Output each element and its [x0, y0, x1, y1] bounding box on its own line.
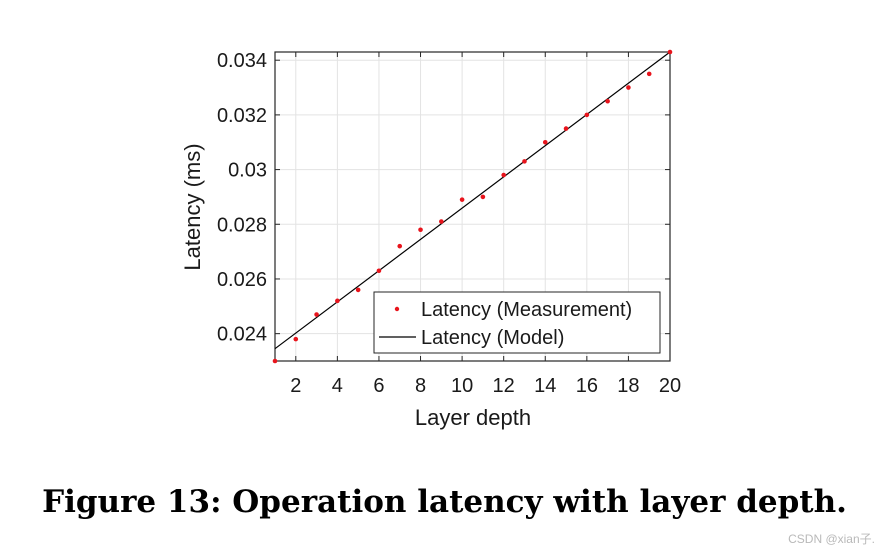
data-point [293, 336, 299, 342]
x-tick-label: 20 [659, 375, 681, 397]
data-point [522, 159, 527, 164]
data-point [272, 358, 278, 364]
data-point [542, 139, 548, 145]
x-tick-label: 2 [290, 375, 301, 397]
data-point [397, 243, 403, 249]
chart: 2 4 6 8 10 12 14 16 18 20 0.024 0.026 0.028 0.03 0.03… [180, 49, 681, 430]
y-tick-label: 0.032 [217, 105, 267, 127]
x-tick-label: 16 [576, 375, 598, 397]
data-point [314, 312, 319, 317]
x-tick-label: 10 [451, 375, 473, 397]
data-point [501, 172, 506, 178]
data-point [646, 71, 652, 77]
data-point [626, 85, 631, 90]
legend: Latency (Measurement) Latency (Model) [373, 291, 661, 354]
x-tick-label: 12 [493, 375, 515, 397]
data-point [459, 197, 465, 202]
y-tick-label: 0.024 [217, 324, 267, 346]
data-point [418, 227, 423, 233]
legend-label-measurement: Latency (Measurement) [421, 299, 632, 321]
x-tick-label: 8 [415, 375, 426, 397]
axis-ticks [275, 52, 671, 361]
model-line [274, 51, 671, 350]
x-tick-label: 14 [534, 375, 556, 397]
y-tick-label: 0.026 [217, 269, 267, 291]
x-axis-label: Layer depth [415, 405, 531, 430]
figure-caption: Figure 13: Operation latency with layer … [42, 484, 847, 520]
y-axis-label: Latency (ms) [180, 143, 205, 270]
y-tick-label: 0.034 [217, 50, 267, 72]
legend-label-model: Latency (Model) [421, 327, 564, 349]
data-point [563, 126, 569, 131]
x-tick-label: 4 [332, 375, 343, 397]
x-tick-label: 6 [373, 375, 384, 397]
data-point [335, 298, 340, 304]
data-point [439, 219, 444, 224]
y-tick-label: 0.03 [228, 160, 267, 182]
x-tick-label: 18 [617, 375, 639, 397]
legend-box [373, 291, 661, 354]
data-point [480, 194, 486, 200]
data-point [584, 112, 590, 118]
y-tick-labels: 0.024 0.026 0.028 0.03 0.032 0.034 [217, 50, 267, 345]
legend-marker-measurement [394, 306, 400, 312]
data-point [355, 287, 361, 293]
data-point [376, 268, 382, 274]
series-group [272, 49, 673, 364]
watermark: CSDN @xian子. [788, 532, 875, 546]
y-tick-label: 0.028 [217, 214, 267, 236]
x-tick-labels: 2 4 6 8 10 12 14 16 18 20 [290, 375, 681, 397]
data-point [667, 49, 673, 55]
plot-area [274, 51, 671, 362]
data-point [605, 98, 610, 104]
grid [275, 52, 671, 361]
